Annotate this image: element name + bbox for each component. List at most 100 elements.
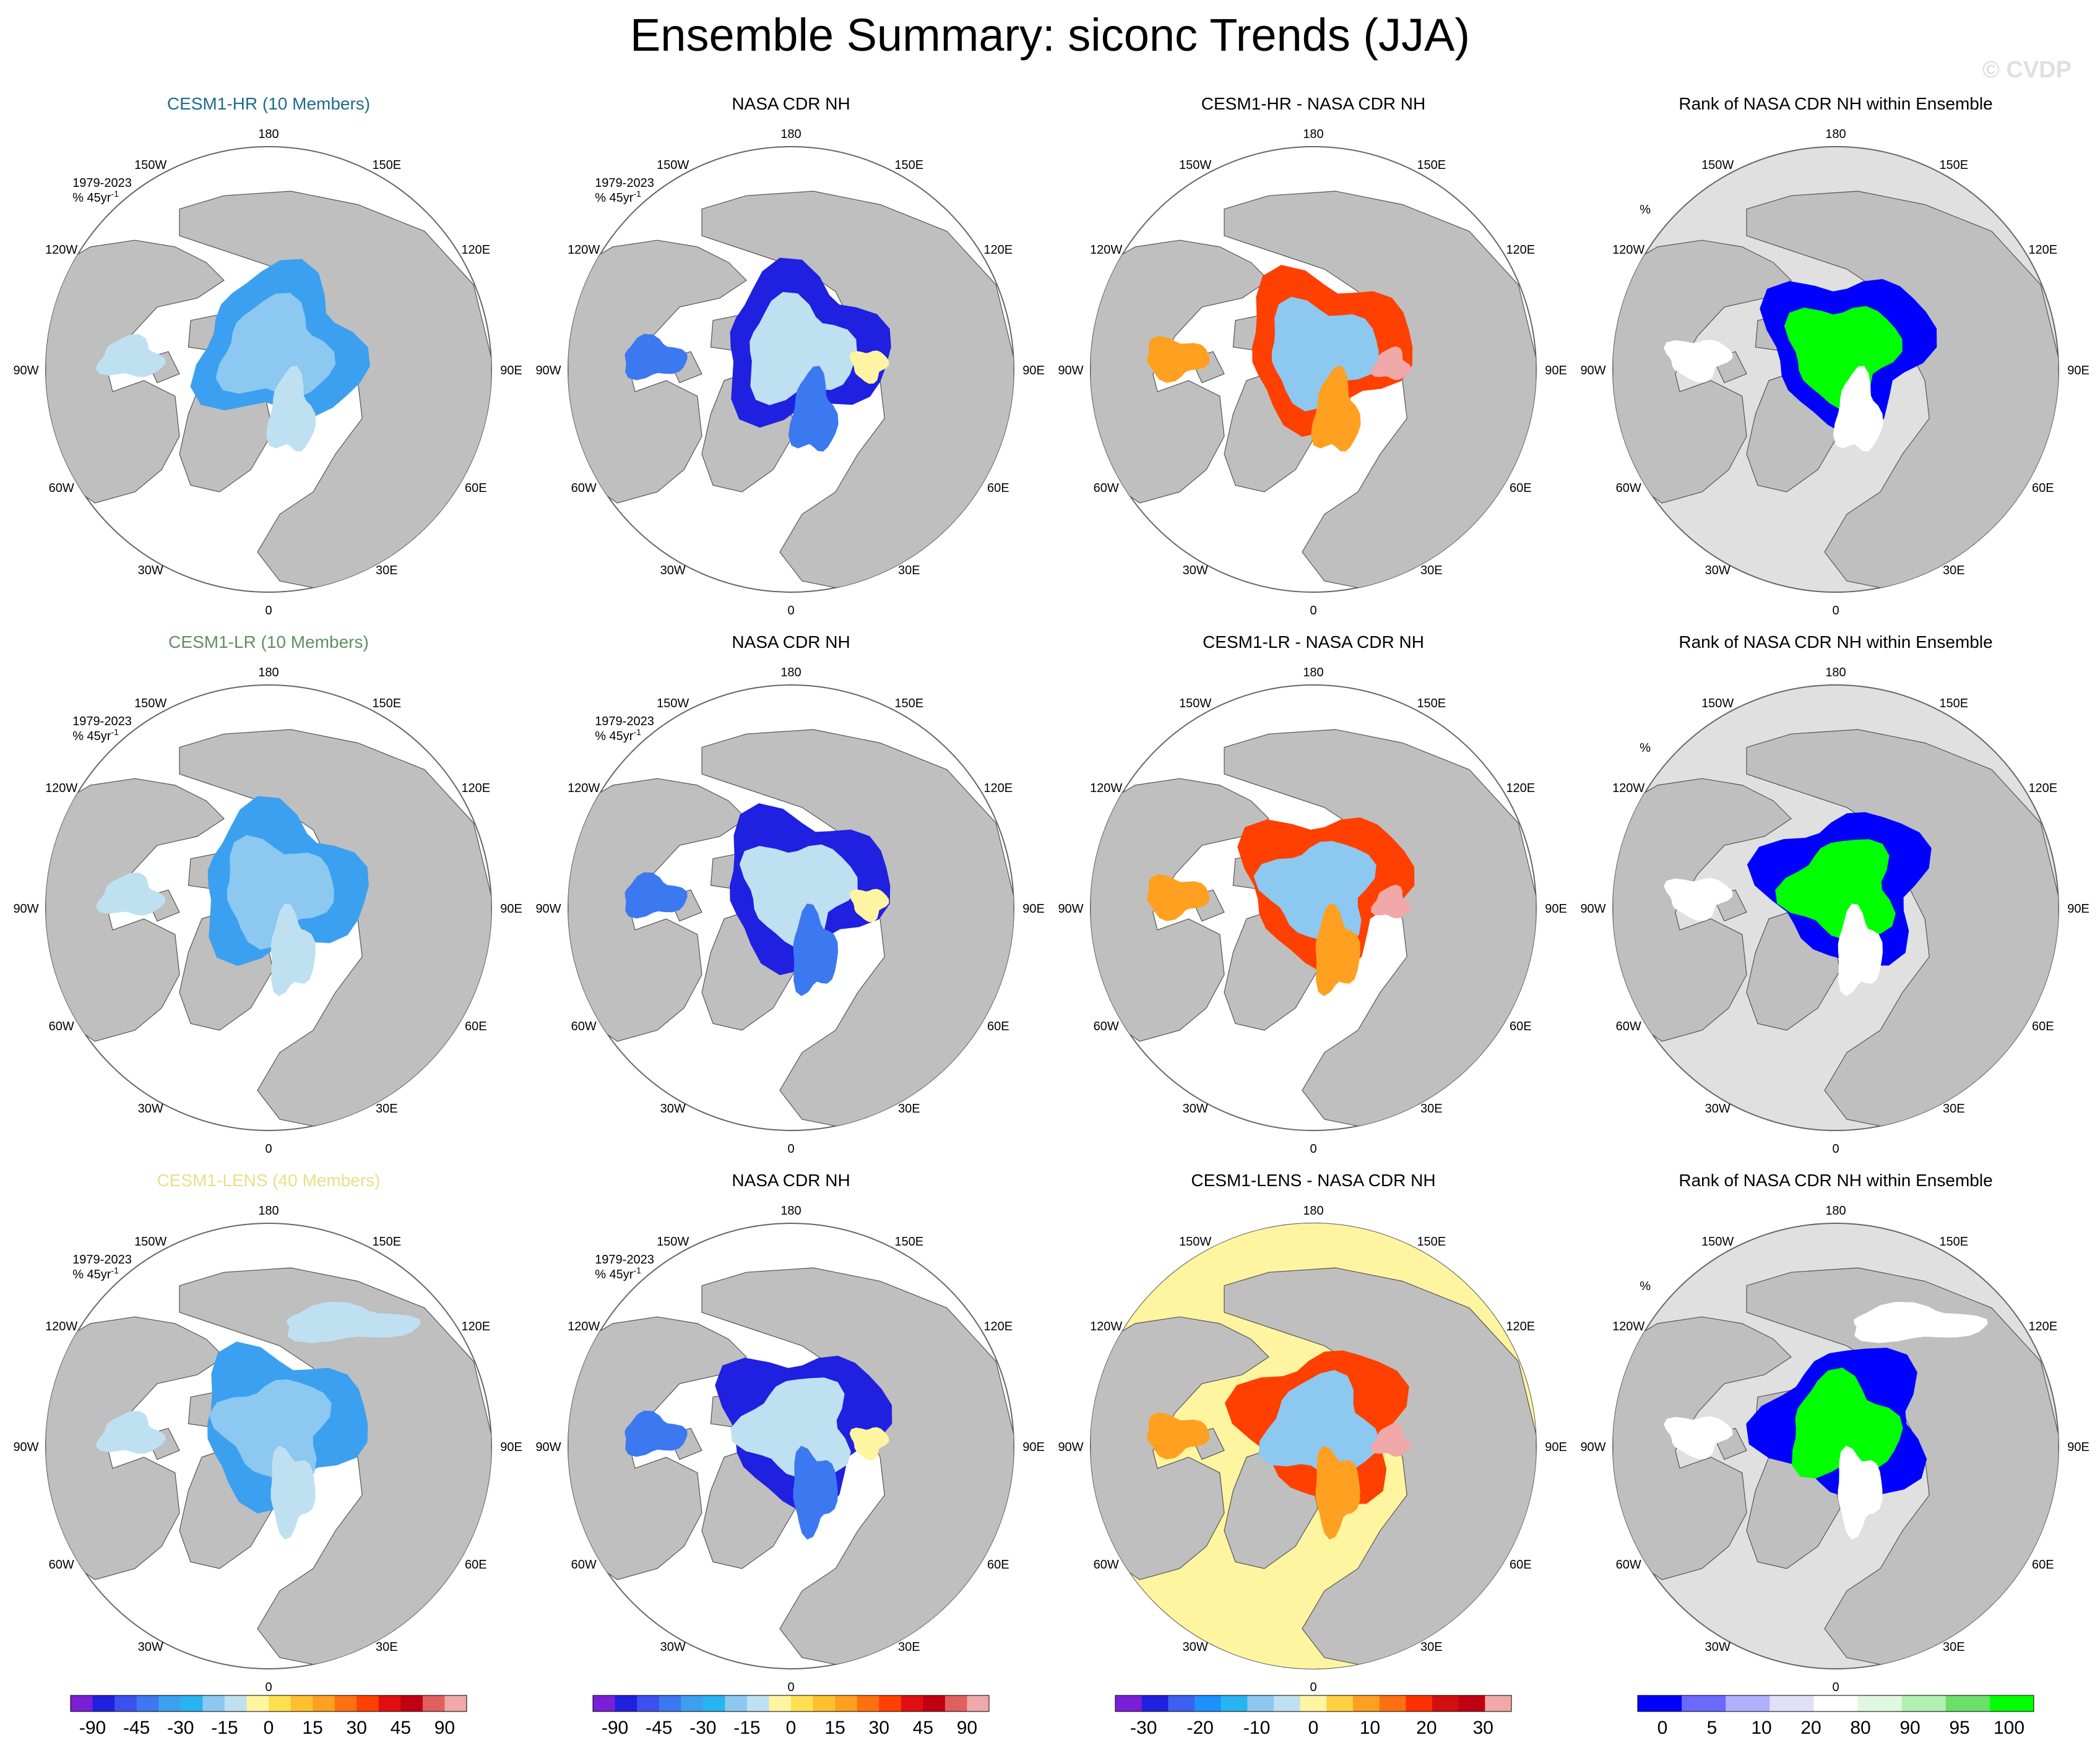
land-1 [701,1267,1014,1665]
longitude-label: 120W [45,243,77,257]
map-panel-r3-c3: 180 0 150W 150E 120W 120E 90W 90E 60W 60E 30W 30E CE… [1058,1171,1566,1694]
longitude-label: 150W [1701,158,1734,172]
longitude-label: 0 [1832,1142,1839,1156]
longitude-label: 90W [1058,364,1083,377]
longitude-label: 90W [535,1440,561,1454]
longitude-label: 30W [1183,1102,1208,1116]
colorbar-tick-label: 80 [1850,1718,1870,1738]
longitude-label: 150W [657,158,689,172]
rank-units-label: % [1640,1280,1651,1293]
longitude-label: 120W [45,781,77,795]
colorbar-tick-label: 95 [1949,1718,1969,1738]
longitude-label: 180 [780,1204,801,1218]
longitude-label: 30E [1943,1640,1965,1654]
longitude-label: 30W [138,564,163,577]
colorbar-swatch [813,1695,836,1711]
longitude-label: 30E [1420,1102,1443,1116]
colorbar-2: -90 -45 -30 -15 0 15 30 45 90 [592,1695,990,1738]
longitude-label: 120W [1090,243,1122,257]
map-content [568,729,1014,1127]
colorbar-tick-label: 45 [913,1718,933,1738]
longitude-label: 60W [571,481,597,495]
longitude-label: 120W [1612,243,1644,257]
ice-barents [849,1427,889,1461]
map-content [568,1267,1014,1665]
longitude-label: 0 [1832,1681,1839,1694]
longitude-label: 150W [1179,697,1211,710]
figure-title: Ensemble Summary: siconc Trends (JJA) [629,9,1471,61]
ice-hudson [1147,335,1210,383]
units-label: % 45yr-1 [72,727,119,743]
longitude-label: 0 [1310,1681,1316,1694]
ice-core [739,844,858,949]
longitude-label: 120E [461,1320,490,1333]
ice-core [209,1379,332,1482]
colorbar-swatch [444,1695,467,1711]
colorbar-swatch [1458,1695,1485,1711]
colorbar-swatch [224,1695,247,1711]
colorbar-tick-label: 0 [1308,1718,1319,1738]
map-panel-r3-c1: 180 0 150W 150E 120W 120E 90W 90E 60W 60E 30W 30E CE… [13,1171,522,1694]
ice-hudson [95,872,166,916]
ice-barents [1370,346,1412,381]
longitude-label: 150W [1179,158,1211,172]
longitude-label: 30E [1420,564,1443,577]
ice-hudson [95,1411,166,1454]
colorbar-tick-label: 90 [957,1718,977,1738]
units-exponent: -1 [633,727,641,737]
longitude-label: 0 [1832,604,1839,618]
longitude-label: 180 [258,127,279,141]
longitude-label: 30W [1183,1640,1208,1654]
longitude-label: 30W [1705,564,1731,577]
colorbar-swatch [1353,1695,1380,1711]
longitude-label: 0 [787,1681,794,1694]
model-title: CESM1-HR (10 Members) [167,94,370,113]
period-label: 1979-2023 [72,715,132,728]
longitude-label: 150E [1417,697,1446,710]
longitude-label: 90E [500,1440,522,1454]
longitude-label: 60W [1616,1558,1641,1572]
ice-siberian-shelf [1854,1302,1988,1343]
colorbar-swatch [356,1695,379,1711]
colorbar-swatch [702,1695,725,1711]
longitude-label: 60E [2032,1020,2054,1033]
longitude-label: 90E [1545,364,1567,377]
longitude-label: 0 [265,604,272,618]
map-panel-r1-c2: 180 0 150W 150E 120W 120E 90W 90E 60W 60E 30W 30E NA… [535,94,1044,618]
map-panel-r2-c4: 180 0 150W 150E 120W 120E 90W 90E 60W 60E 30W 30E Ra… [1580,632,2089,1156]
map-content [1091,729,1536,1127]
colorbar-swatch [879,1695,902,1711]
colorbar-3: -30 -20 -10 0 10 20 30 [1115,1695,1512,1738]
colorbar-swatch [1300,1695,1327,1711]
longitude-label: 90E [1022,364,1045,377]
colorbar-tick-label: -30 [1130,1718,1157,1738]
colorbar-frame [1637,1695,2034,1712]
colorbar-tick-label: 10 [1360,1718,1380,1738]
longitude-label: 150E [1939,158,1968,172]
longitude-label: 90E [1545,902,1567,916]
longitude-label: 120E [983,1320,1013,1333]
longitude-label: 90W [1580,902,1605,916]
longitude-label: 30W [660,1102,686,1116]
map-content [1613,729,2059,1127]
longitude-label: 150W [1179,1235,1211,1249]
ice-greenland-sea [793,903,838,996]
colorbar-swatch [1682,1695,1726,1711]
longitude-label: 60E [1510,1558,1532,1572]
colorbar-swatch [1141,1695,1169,1711]
longitude-label: 120E [983,243,1013,257]
colorbar-swatch [1195,1695,1222,1711]
rank-units-label: % [1640,741,1651,755]
longitude-label: 150W [134,1235,166,1249]
map-content [46,191,491,588]
map-content [46,729,491,1127]
colorbar-swatch [1901,1695,1947,1711]
units-label: % 45yr-1 [595,1265,641,1281]
longitude-label: 120W [1612,781,1644,795]
colorbar-swatch [1726,1695,1770,1711]
longitude-label: 60E [2032,481,2054,495]
units-label: % 45yr-1 [595,189,641,205]
colorbar-frame [592,1695,990,1712]
colorbar-swatch [791,1695,814,1711]
colorbar-swatch [746,1695,769,1711]
